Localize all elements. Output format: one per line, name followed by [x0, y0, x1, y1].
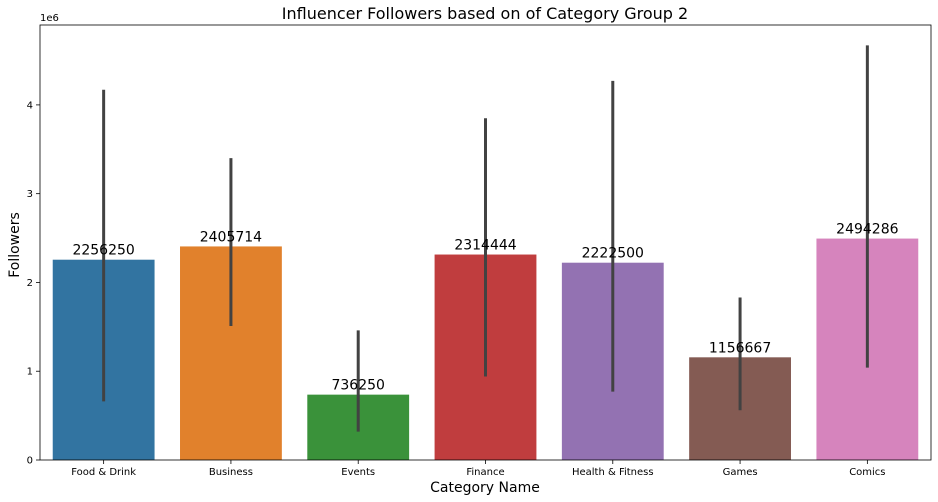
plot-frame — [39, 24, 932, 461]
x-tick-label: Events — [341, 467, 375, 478]
data-label: 2222500 — [582, 246, 644, 262]
data-label: 1156667 — [709, 340, 771, 356]
data-label: 736250 — [331, 378, 384, 394]
data-labels-layer: 2256250 2405714 736250 2314444 2222500 115666… — [72, 222, 898, 394]
x-tick-label: Finance — [466, 467, 504, 478]
y-tick-label: 4 — [27, 100, 33, 111]
y-axis-title: Followers — [7, 212, 23, 278]
x-tick-label: Games — [723, 467, 758, 478]
data-label: 2494286 — [836, 222, 898, 238]
x-tick-label: Comics — [849, 467, 885, 478]
chart-title: Influencer Followers based on of Categor… — [282, 4, 688, 23]
data-label: 2314444 — [454, 238, 516, 254]
x-axis-title: Category Name — [430, 480, 540, 496]
x-tick-label: Food & Drink — [71, 467, 136, 478]
x-ticks-layer: Food & Drink Business Events Finance Health … — [71, 460, 886, 478]
y-tick-label: 2 — [27, 278, 33, 289]
y-tick-label: 0 — [27, 456, 33, 467]
x-tick-label: Business — [209, 467, 253, 478]
y-tick-label: 3 — [27, 189, 33, 200]
errorbars-layer — [102, 45, 869, 432]
y-multiplier-label: 1e6 — [40, 13, 59, 24]
y-ticks-layer: 0 1 2 3 4 — [27, 100, 40, 467]
x-tick-label: Health & Fitness — [572, 467, 654, 478]
y-tick-label: 1 — [27, 367, 33, 378]
data-label: 2256250 — [72, 243, 134, 259]
data-label: 2405714 — [200, 229, 262, 245]
